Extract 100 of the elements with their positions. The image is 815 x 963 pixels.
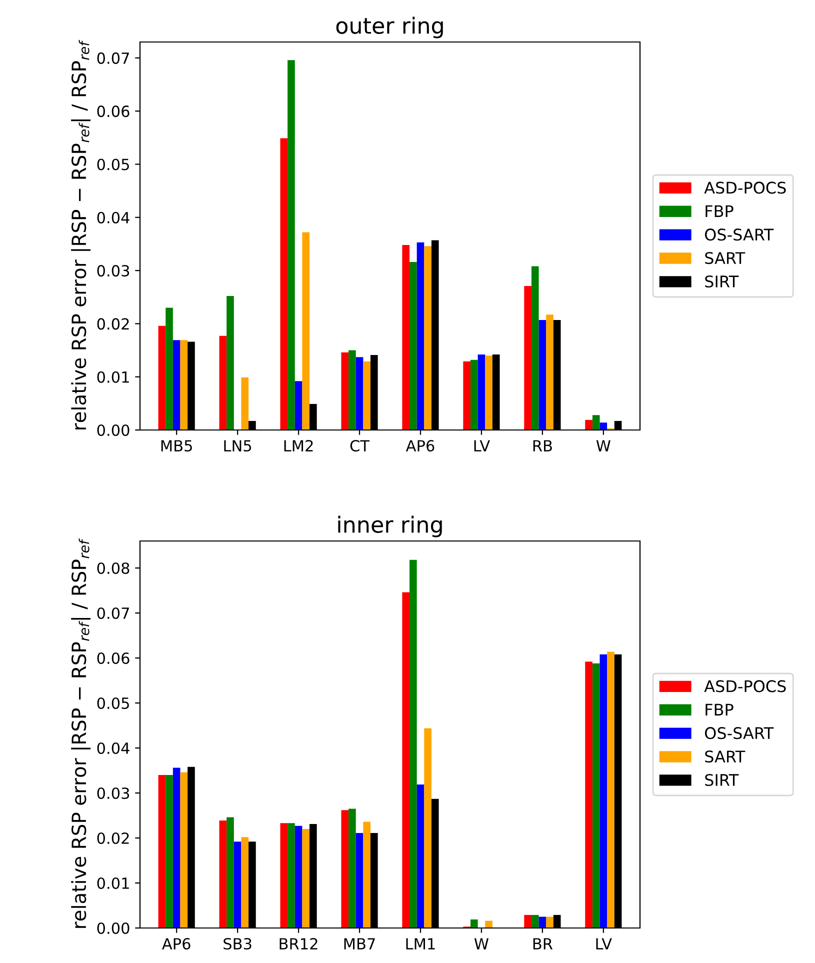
y-tick-label: 0.05 (97, 697, 129, 710)
bar (538, 320, 546, 430)
bar (416, 242, 424, 430)
chart-title: outer ring (336, 16, 443, 38)
y-tick-label: 0.01 (97, 371, 129, 383)
bar (485, 356, 492, 430)
bar (607, 652, 614, 928)
y-tick-label: 0.03 (97, 265, 130, 277)
x-tick-label: MB7 (344, 938, 375, 950)
x-tick-label: AP6 (162, 938, 190, 950)
bar (478, 354, 486, 430)
bar (241, 377, 249, 430)
bar (424, 728, 432, 928)
x-tick-label: LM1 (406, 938, 435, 950)
x-tick-label: LM2 (284, 440, 313, 452)
chart-title: inner ring (338, 516, 442, 538)
bar (226, 296, 234, 430)
bar (546, 916, 554, 928)
bar (531, 266, 539, 430)
bar (546, 314, 554, 430)
y-tick-label: 0.01 (97, 877, 129, 890)
bar (280, 138, 288, 430)
x-tick-label: LV (596, 938, 612, 950)
bar (288, 823, 295, 928)
bar (341, 352, 349, 430)
y-tick-label: 0.04 (97, 742, 130, 754)
bar (592, 663, 600, 928)
legend-label: SART (705, 750, 746, 763)
x-tick-label: LN5 (224, 440, 252, 452)
bar (348, 350, 356, 430)
legend-label: ASD-POCS (704, 182, 786, 194)
bar (600, 422, 608, 430)
bar (485, 920, 492, 928)
bar (592, 415, 600, 430)
y-tick-label: 0.06 (97, 106, 130, 118)
y-tick-label: 0.00 (97, 922, 130, 934)
bar (416, 784, 424, 928)
bar (180, 340, 188, 430)
x-tick-label: SB3 (224, 938, 252, 950)
y-axis-title: relative RSP error |RSP − RSP$_{ref}$| / RSP$_{ref}$ (71, 538, 91, 928)
bar (402, 245, 410, 430)
bar (524, 914, 532, 928)
bar (302, 829, 310, 928)
bar (219, 336, 227, 430)
y-tick-label: 0.06 (97, 652, 130, 664)
legend-label: SIRT (705, 774, 739, 786)
bar (356, 833, 364, 928)
bar (280, 823, 288, 928)
bar (531, 914, 539, 928)
bar (241, 837, 249, 928)
x-tick-label: W (596, 440, 610, 452)
bar (585, 662, 592, 928)
bar (585, 420, 592, 430)
legend-label: SART (705, 252, 746, 264)
bar (302, 232, 310, 430)
x-tick-label: BR12 (280, 938, 318, 950)
bar (470, 360, 478, 430)
bar (166, 308, 173, 430)
legend-label: FBP (706, 205, 734, 217)
bar (158, 326, 166, 430)
bar (172, 768, 180, 928)
bar (172, 340, 180, 430)
y-tick-label: 0.07 (97, 607, 129, 620)
bar (463, 361, 470, 430)
y-tick-label: 0.07 (97, 52, 129, 64)
bar (158, 775, 166, 928)
y-axis-title: relative RSP error |RSP − RSP$_{ref}$| / RSP$_{ref}$ (71, 40, 91, 430)
bar (234, 842, 242, 928)
bar (180, 772, 188, 928)
bar (348, 808, 356, 928)
y-tick-label: 0.02 (97, 318, 129, 330)
bar (424, 246, 432, 430)
x-tick-label: CT (350, 440, 370, 452)
legend-label: OS-SART (704, 727, 774, 740)
bar (410, 560, 417, 928)
bar (524, 286, 532, 430)
y-tick-label: 0.04 (97, 212, 130, 224)
legend-label: ASD-POCS (704, 680, 786, 692)
bar (294, 381, 302, 430)
x-tick-label: MB5 (161, 440, 192, 452)
bar (166, 775, 173, 928)
y-tick-label: 0.03 (97, 787, 130, 800)
bar (288, 60, 295, 430)
bar (402, 592, 410, 928)
legend-label: SIRT (705, 275, 739, 288)
bar (356, 357, 364, 430)
bar (363, 822, 370, 928)
bar (294, 826, 302, 928)
x-tick-label: AP6 (406, 440, 434, 452)
legend-label: OS-SART (704, 228, 774, 241)
x-tick-label: BR (533, 938, 553, 950)
bar (363, 361, 370, 430)
x-tick-label: W (474, 938, 489, 950)
y-tick-label: 0.00 (97, 424, 130, 436)
bar (219, 820, 227, 928)
y-tick-label: 0.08 (97, 562, 130, 574)
y-tick-label: 0.05 (97, 158, 129, 170)
x-tick-label: RB (533, 440, 552, 452)
bar (410, 262, 417, 430)
bar (470, 919, 478, 928)
